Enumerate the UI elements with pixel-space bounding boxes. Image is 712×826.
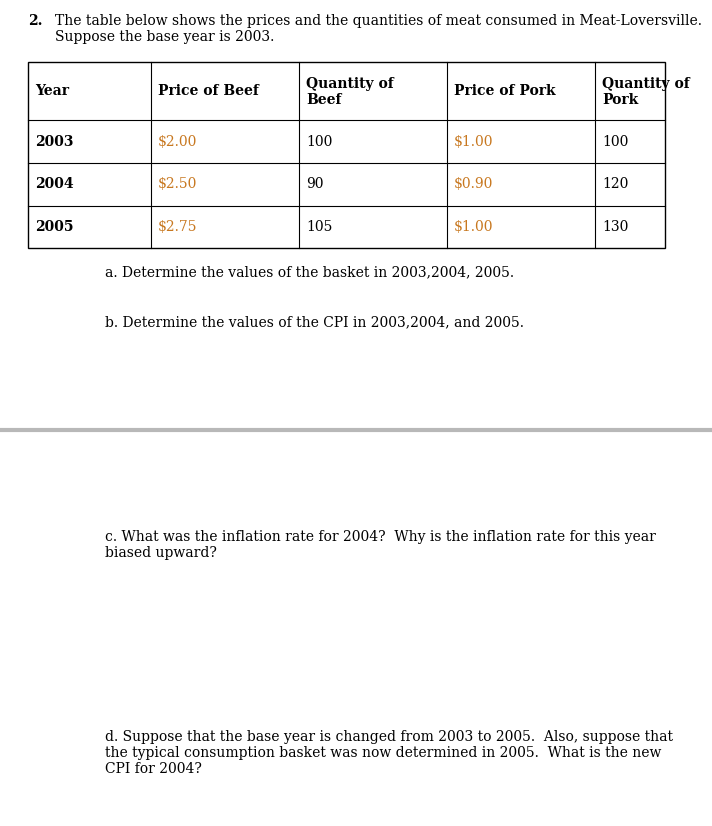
Text: b. Determine the values of the CPI in 2003,2004, and 2005.: b. Determine the values of the CPI in 20… bbox=[105, 315, 524, 329]
Text: 105: 105 bbox=[306, 220, 333, 234]
Text: 2005: 2005 bbox=[35, 220, 73, 234]
Text: the typical consumption basket was now determined in 2005.  What is the new: the typical consumption basket was now d… bbox=[105, 746, 661, 760]
Text: Quantity of: Quantity of bbox=[306, 77, 394, 91]
Text: Price of Pork: Price of Pork bbox=[454, 84, 555, 98]
Text: 100: 100 bbox=[602, 135, 629, 149]
Text: 100: 100 bbox=[306, 135, 333, 149]
Text: Price of Beef: Price of Beef bbox=[158, 84, 259, 98]
Text: 2003: 2003 bbox=[35, 135, 73, 149]
Text: Year: Year bbox=[35, 84, 69, 98]
Text: Beef: Beef bbox=[306, 93, 342, 107]
Text: d. Suppose that the base year is changed from 2003 to 2005.  Also, suppose that: d. Suppose that the base year is changed… bbox=[105, 730, 673, 744]
Text: Pork: Pork bbox=[602, 93, 638, 107]
Text: 2004: 2004 bbox=[35, 178, 73, 192]
Text: $1.00: $1.00 bbox=[454, 220, 493, 234]
Text: biased upward?: biased upward? bbox=[105, 546, 217, 560]
Text: 120: 120 bbox=[602, 178, 629, 192]
Text: $2.75: $2.75 bbox=[158, 220, 197, 234]
Text: $1.00: $1.00 bbox=[454, 135, 493, 149]
Text: 90: 90 bbox=[306, 178, 323, 192]
Text: $2.50: $2.50 bbox=[158, 178, 197, 192]
Text: Quantity of: Quantity of bbox=[602, 77, 690, 91]
Text: CPI for 2004?: CPI for 2004? bbox=[105, 762, 202, 776]
Text: Suppose the base year is 2003.: Suppose the base year is 2003. bbox=[55, 30, 274, 44]
Text: 2.: 2. bbox=[28, 14, 43, 28]
Text: a. Determine the values of the basket in 2003,2004, 2005.: a. Determine the values of the basket in… bbox=[105, 265, 514, 279]
Bar bbox=[28, 62, 665, 248]
Text: The table below shows the prices and the quantities of meat consumed in Meat-Lov: The table below shows the prices and the… bbox=[55, 14, 702, 28]
Text: 130: 130 bbox=[602, 220, 629, 234]
Text: $2.00: $2.00 bbox=[158, 135, 197, 149]
Text: c. What was the inflation rate for 2004?  Why is the inflation rate for this yea: c. What was the inflation rate for 2004?… bbox=[105, 530, 656, 544]
Text: $0.90: $0.90 bbox=[454, 178, 493, 192]
